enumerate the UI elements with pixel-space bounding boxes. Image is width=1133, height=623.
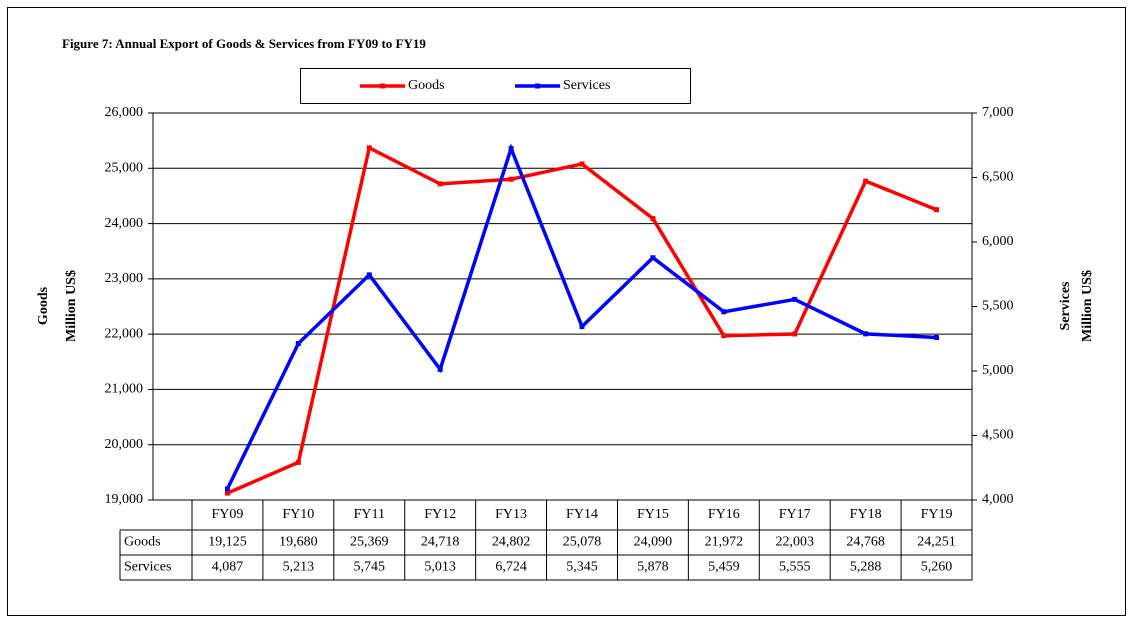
y2-tick-label: 4,500	[982, 428, 1014, 443]
legend-marker	[535, 83, 540, 89]
table-cell: 5,459	[708, 560, 740, 575]
x-tick-label: FY12	[424, 507, 456, 522]
x-tick-label: FY14	[566, 507, 598, 522]
y-tick-label: 19,000	[105, 492, 144, 507]
point	[579, 323, 585, 329]
table-cell: 19,125	[208, 535, 247, 550]
x-tick-label: FY10	[282, 507, 314, 522]
point	[650, 216, 656, 222]
point	[650, 255, 656, 261]
table-cell: 24,718	[421, 535, 460, 550]
point	[295, 459, 301, 465]
x-tick-label: FY18	[850, 507, 882, 522]
point	[295, 341, 301, 347]
table-cell: 5,555	[779, 560, 811, 575]
point	[934, 334, 940, 340]
table-cell: 24,768	[846, 535, 885, 550]
table-cell: 25,078	[563, 535, 602, 550]
point	[224, 490, 230, 496]
y-tick-label: 20,000	[105, 437, 144, 452]
y-axis-label: Goods	[36, 286, 51, 325]
x-tick-label: FY19	[921, 507, 953, 522]
table-cell: 22,003	[775, 535, 814, 550]
table-row-label: Goods	[124, 535, 161, 550]
y2-tick-label: 6,500	[982, 170, 1014, 185]
y2-tick-label: 5,000	[982, 363, 1014, 378]
y-axis-label: Million US$	[64, 270, 79, 342]
point	[437, 366, 443, 372]
table-cell: 5,013	[424, 560, 456, 575]
chart-title: Figure 7: Annual Export of Goods & Servi…	[62, 36, 426, 51]
legend-box	[300, 68, 691, 104]
point	[863, 331, 869, 337]
table-cell: 21,972	[705, 535, 744, 550]
table-cell: 25,369	[350, 535, 389, 550]
table-cell: 19,680	[279, 535, 318, 550]
point	[224, 486, 230, 492]
y2-tick-label: 7,000	[982, 105, 1014, 120]
table-cell: 5,745	[354, 560, 386, 575]
table-cell: 24,802	[492, 535, 531, 550]
legend-label: Services	[563, 78, 610, 93]
y2-tick-label: 6,000	[982, 234, 1014, 249]
y-tick-label: 24,000	[105, 216, 144, 231]
table-cell: 5,213	[283, 560, 315, 575]
x-tick-label: FY15	[637, 507, 669, 522]
y2-tick-label: 4,000	[982, 492, 1014, 507]
legend-marker	[380, 83, 385, 89]
legend-label: Goods	[408, 78, 445, 93]
y-tick-label: 21,000	[105, 382, 144, 397]
table-cell: 5,345	[566, 560, 598, 575]
point	[934, 207, 940, 213]
point	[366, 272, 372, 278]
x-tick-label: FY17	[779, 507, 811, 522]
y-tick-label: 22,000	[105, 326, 144, 341]
point	[863, 178, 869, 184]
y2-axis-label: Million US$	[1080, 270, 1095, 342]
y2-tick-label: 5,500	[982, 299, 1014, 314]
point	[792, 296, 798, 302]
table-cell: 24,251	[917, 535, 956, 550]
chart-border	[7, 7, 1126, 616]
table-cell: 5,878	[637, 560, 669, 575]
table-cell: 24,090	[634, 535, 673, 550]
y-tick-label: 25,000	[105, 161, 144, 176]
y2-axis-label: Services	[1058, 281, 1073, 331]
x-tick-label: FY09	[212, 507, 244, 522]
point	[508, 146, 514, 152]
table-row-label: Services	[124, 560, 171, 575]
point	[579, 161, 585, 167]
x-tick-label: FY11	[354, 507, 385, 522]
point	[437, 181, 443, 187]
point	[721, 309, 727, 315]
table-cell: 5,260	[921, 560, 953, 575]
y-tick-label: 26,000	[105, 105, 144, 120]
y-tick-label: 23,000	[105, 271, 144, 286]
x-tick-label: FY13	[495, 507, 527, 522]
table-cell: 6,724	[495, 560, 527, 575]
point	[792, 331, 798, 337]
table-cell: 5,288	[850, 560, 882, 575]
x-tick-label: FY16	[708, 507, 740, 522]
point	[508, 176, 514, 182]
table-cell: 4,087	[212, 560, 244, 575]
point	[366, 145, 372, 151]
point	[721, 333, 727, 339]
